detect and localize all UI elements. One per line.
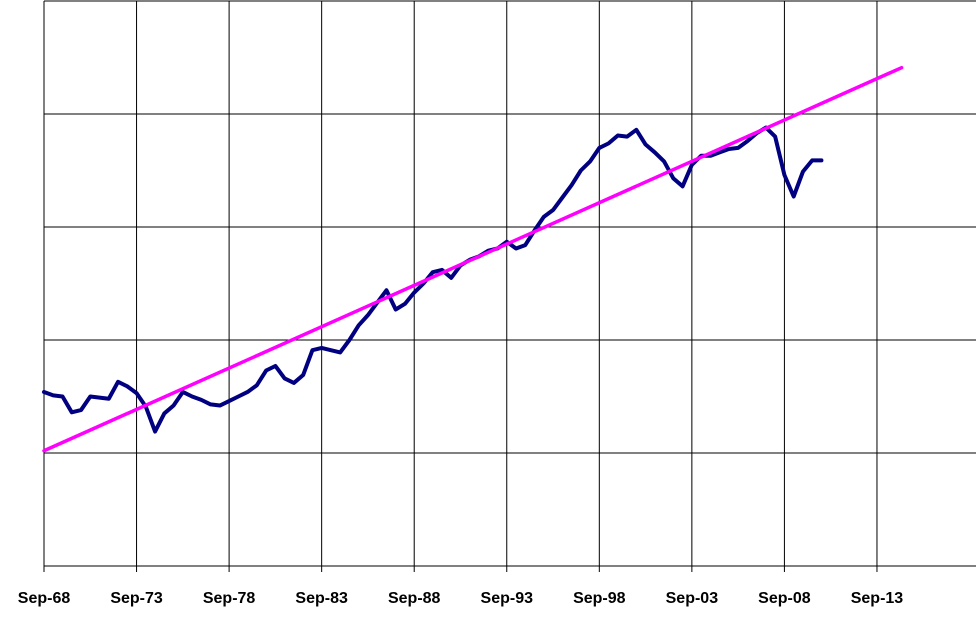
x-tick-label: Sep-78 xyxy=(203,590,256,607)
series-line xyxy=(42,65,904,453)
x-tick-label: Sep-83 xyxy=(295,590,348,607)
x-tick-label: Sep-03 xyxy=(666,590,719,607)
x-tick-label: Sep-08 xyxy=(758,590,811,607)
plot-area xyxy=(44,1,976,566)
x-tick-label: Sep-68 xyxy=(18,590,71,607)
x-tick-label: Sep-98 xyxy=(573,590,626,607)
series-line xyxy=(42,125,824,434)
x-tick-label: Sep-88 xyxy=(388,590,441,607)
x-tick-label: Sep-73 xyxy=(110,590,163,607)
x-tick-label: Sep-13 xyxy=(851,590,904,607)
x-tick-label: Sep-93 xyxy=(481,590,534,607)
